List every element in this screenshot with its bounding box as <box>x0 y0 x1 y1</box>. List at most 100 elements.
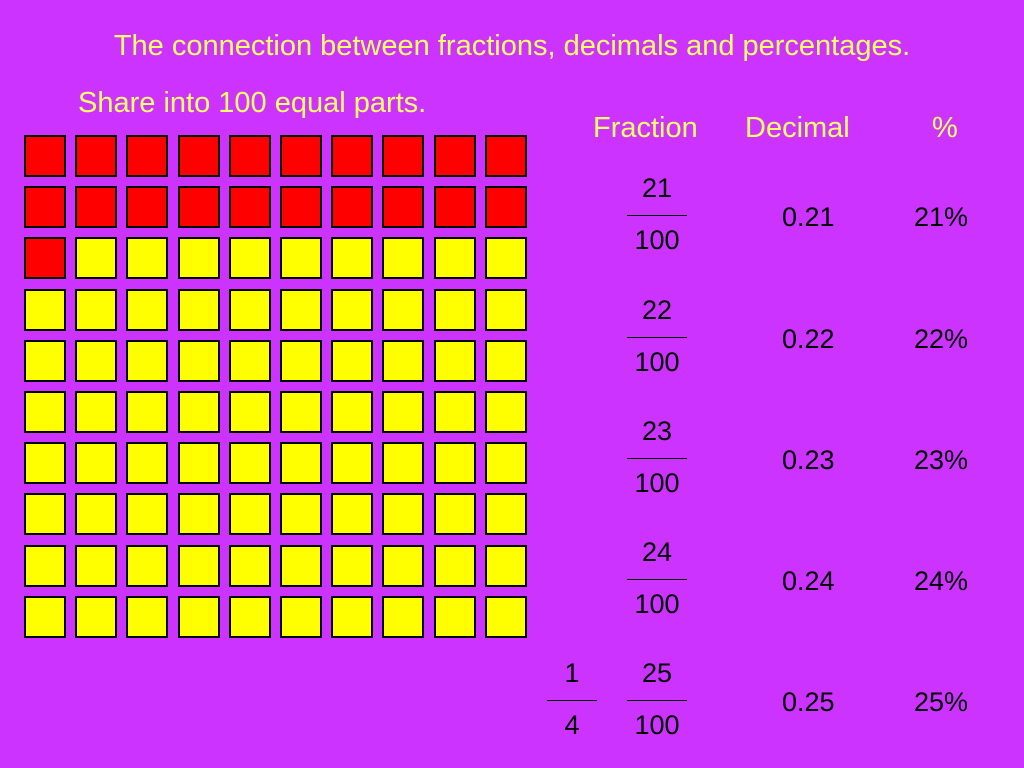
fraction-bar <box>547 700 597 701</box>
unshaded-square <box>229 596 271 638</box>
decimal-header: Decimal <box>745 112 850 144</box>
fraction-denominator: 100 <box>634 225 680 255</box>
decimal-value: 0.23 <box>782 445 835 475</box>
unshaded-square <box>178 340 220 382</box>
hundred-grid <box>24 135 536 647</box>
unshaded-square <box>280 391 322 433</box>
fraction-denominator: 4 <box>564 710 580 740</box>
unshaded-square <box>229 493 271 535</box>
unshaded-square <box>178 442 220 484</box>
unshaded-square <box>126 545 168 587</box>
unshaded-square <box>229 442 271 484</box>
percent-value: 21% <box>914 202 969 232</box>
shaded-square <box>178 135 220 177</box>
unshaded-square <box>434 596 476 638</box>
shaded-square <box>126 135 168 177</box>
unshaded-square <box>331 289 373 331</box>
decimal-value: 0.22 <box>782 324 835 354</box>
decimal-value: 0.21 <box>782 202 835 232</box>
unshaded-square <box>485 596 527 638</box>
unshaded-square <box>178 391 220 433</box>
unshaded-square <box>24 289 66 331</box>
unshaded-square <box>434 237 476 279</box>
unshaded-square <box>126 237 168 279</box>
percent-value: 22% <box>914 324 969 354</box>
unshaded-square <box>75 289 117 331</box>
unshaded-square <box>331 442 373 484</box>
unshaded-square <box>485 442 527 484</box>
unshaded-square <box>178 493 220 535</box>
unshaded-square <box>382 493 424 535</box>
shaded-square <box>434 186 476 228</box>
unshaded-square <box>229 545 271 587</box>
fraction-numerator: 23 <box>641 416 673 446</box>
unshaded-square <box>75 442 117 484</box>
unshaded-square <box>229 237 271 279</box>
shaded-square <box>229 135 271 177</box>
unshaded-square <box>331 596 373 638</box>
unshaded-square <box>126 596 168 638</box>
fraction-header: Fraction <box>593 112 698 144</box>
decimal-value: 0.24 <box>782 566 835 596</box>
unshaded-square <box>75 237 117 279</box>
unshaded-square <box>24 391 66 433</box>
unshaded-square <box>126 493 168 535</box>
unshaded-square <box>24 340 66 382</box>
shaded-square <box>24 237 66 279</box>
shaded-square <box>229 186 271 228</box>
unshaded-square <box>331 237 373 279</box>
percent-header: % <box>932 112 958 144</box>
shaded-square <box>382 186 424 228</box>
unshaded-square <box>24 442 66 484</box>
shaded-square <box>24 135 66 177</box>
fraction-bar <box>627 337 687 338</box>
unshaded-square <box>434 289 476 331</box>
fraction-denominator: 100 <box>634 347 680 377</box>
fraction-bar <box>627 579 687 580</box>
shaded-square <box>24 186 66 228</box>
fraction-numerator: 21 <box>641 173 673 203</box>
unshaded-square <box>382 391 424 433</box>
unshaded-square <box>229 340 271 382</box>
unshaded-square <box>178 596 220 638</box>
fraction-numerator: 1 <box>564 658 580 688</box>
unshaded-square <box>382 289 424 331</box>
unshaded-square <box>485 545 527 587</box>
unshaded-square <box>126 442 168 484</box>
percent-value: 23% <box>914 445 969 475</box>
fraction-bar <box>627 215 687 216</box>
unshaded-square <box>434 442 476 484</box>
unshaded-square <box>24 596 66 638</box>
unshaded-square <box>382 442 424 484</box>
unshaded-square <box>75 493 117 535</box>
unshaded-square <box>75 391 117 433</box>
fraction-numerator: 22 <box>641 295 673 325</box>
unshaded-square <box>382 237 424 279</box>
fraction-bar <box>627 458 687 459</box>
fraction-numerator: 25 <box>641 658 673 688</box>
unshaded-square <box>280 442 322 484</box>
fraction-bar <box>627 700 687 701</box>
shaded-square <box>331 135 373 177</box>
unshaded-square <box>485 340 527 382</box>
shaded-square <box>485 135 527 177</box>
unshaded-square <box>280 237 322 279</box>
unshaded-square <box>280 340 322 382</box>
unshaded-square <box>331 545 373 587</box>
unshaded-square <box>126 391 168 433</box>
unshaded-square <box>280 289 322 331</box>
unshaded-square <box>331 493 373 535</box>
unshaded-square <box>229 289 271 331</box>
fraction-denominator: 100 <box>634 589 680 619</box>
shaded-square <box>280 186 322 228</box>
unshaded-square <box>126 340 168 382</box>
shaded-square <box>382 135 424 177</box>
unshaded-square <box>126 289 168 331</box>
shaded-square <box>434 135 476 177</box>
unshaded-square <box>382 545 424 587</box>
shaded-square <box>126 186 168 228</box>
unshaded-square <box>434 340 476 382</box>
fraction-denominator: 100 <box>634 468 680 498</box>
unshaded-square <box>75 545 117 587</box>
shaded-square <box>75 135 117 177</box>
